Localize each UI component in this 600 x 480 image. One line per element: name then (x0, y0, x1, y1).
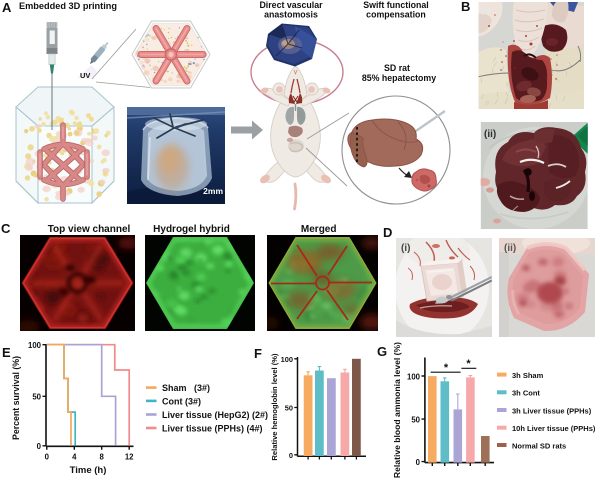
svg-text:G: G (377, 344, 387, 359)
svg-text:2mm: 2mm (203, 186, 223, 196)
svg-text:Liver tissue (PPHs) (4#): Liver tissue (PPHs) (4#) (162, 424, 263, 434)
svg-text:Swift functional: Swift functional (363, 0, 428, 10)
svg-text:*: * (466, 358, 471, 370)
svg-text:D: D (383, 225, 392, 240)
svg-text:10h Liver tissue (PPHs): 10h Liver tissue (PPHs) (512, 424, 596, 433)
svg-text:E: E (2, 345, 11, 360)
svg-text:50: 50 (285, 404, 293, 413)
svg-text:Time (h): Time (h) (70, 465, 107, 476)
svg-text:(i): (i) (401, 243, 410, 254)
svg-text:Embedded 3D printing: Embedded 3D printing (19, 1, 117, 11)
svg-text:8: 8 (100, 453, 105, 462)
svg-text:100: 100 (407, 372, 421, 381)
svg-text:3h Liver tissue (PPHs): 3h Liver tissue (PPHs) (512, 406, 592, 415)
svg-text:B: B (461, 0, 470, 14)
svg-text:12: 12 (125, 453, 134, 462)
svg-text:UV: UV (80, 71, 90, 80)
svg-text:3h Sham: 3h Sham (512, 371, 544, 380)
svg-text:85% hepatectomy: 85% hepatectomy (362, 73, 436, 83)
svg-text:SD rat: SD rat (384, 63, 410, 73)
svg-text:0: 0 (289, 451, 293, 460)
svg-text:F: F (254, 346, 262, 361)
svg-text:anastomosis: anastomosis (264, 10, 318, 20)
svg-text:100: 100 (281, 355, 293, 364)
svg-text:Sham (3#): Sham (3#) (162, 383, 210, 393)
svg-text:*: * (444, 362, 449, 374)
svg-text:Relative hemoglobin level (%): Relative hemoglobin level (%) (270, 353, 279, 461)
svg-text:Normal SD rats: Normal SD rats (512, 441, 566, 450)
svg-text:A: A (2, 0, 12, 15)
svg-text:Percent survival (%): Percent survival (%) (11, 356, 21, 440)
svg-text:50: 50 (32, 393, 41, 402)
svg-text:3h Cont: 3h Cont (512, 389, 540, 398)
svg-text:Top view channel: Top view channel (48, 224, 131, 235)
svg-text:50: 50 (411, 416, 420, 425)
svg-text:(ii): (ii) (484, 129, 496, 140)
svg-text:Hydrogel hybrid: Hydrogel hybrid (153, 224, 230, 235)
svg-text:0: 0 (37, 442, 42, 451)
svg-text:Relative blood ammonia level (: Relative blood ammonia level (%) (392, 342, 402, 478)
svg-text:(i): (i) (481, 5, 490, 16)
svg-text:Merged: Merged (301, 224, 337, 235)
svg-text:compensation: compensation (366, 10, 426, 20)
svg-text:0: 0 (416, 458, 421, 467)
svg-text:0: 0 (45, 453, 50, 462)
svg-text:Cont (3#): Cont (3#) (162, 396, 201, 406)
svg-text:Direct vascular: Direct vascular (259, 0, 323, 10)
svg-text:100: 100 (28, 341, 42, 350)
svg-text:Liver tissue (HepG2) (2#): Liver tissue (HepG2) (2#) (162, 410, 268, 420)
svg-text:(ii): (ii) (504, 243, 516, 254)
svg-text:C: C (1, 221, 11, 236)
svg-text:4: 4 (72, 453, 77, 462)
